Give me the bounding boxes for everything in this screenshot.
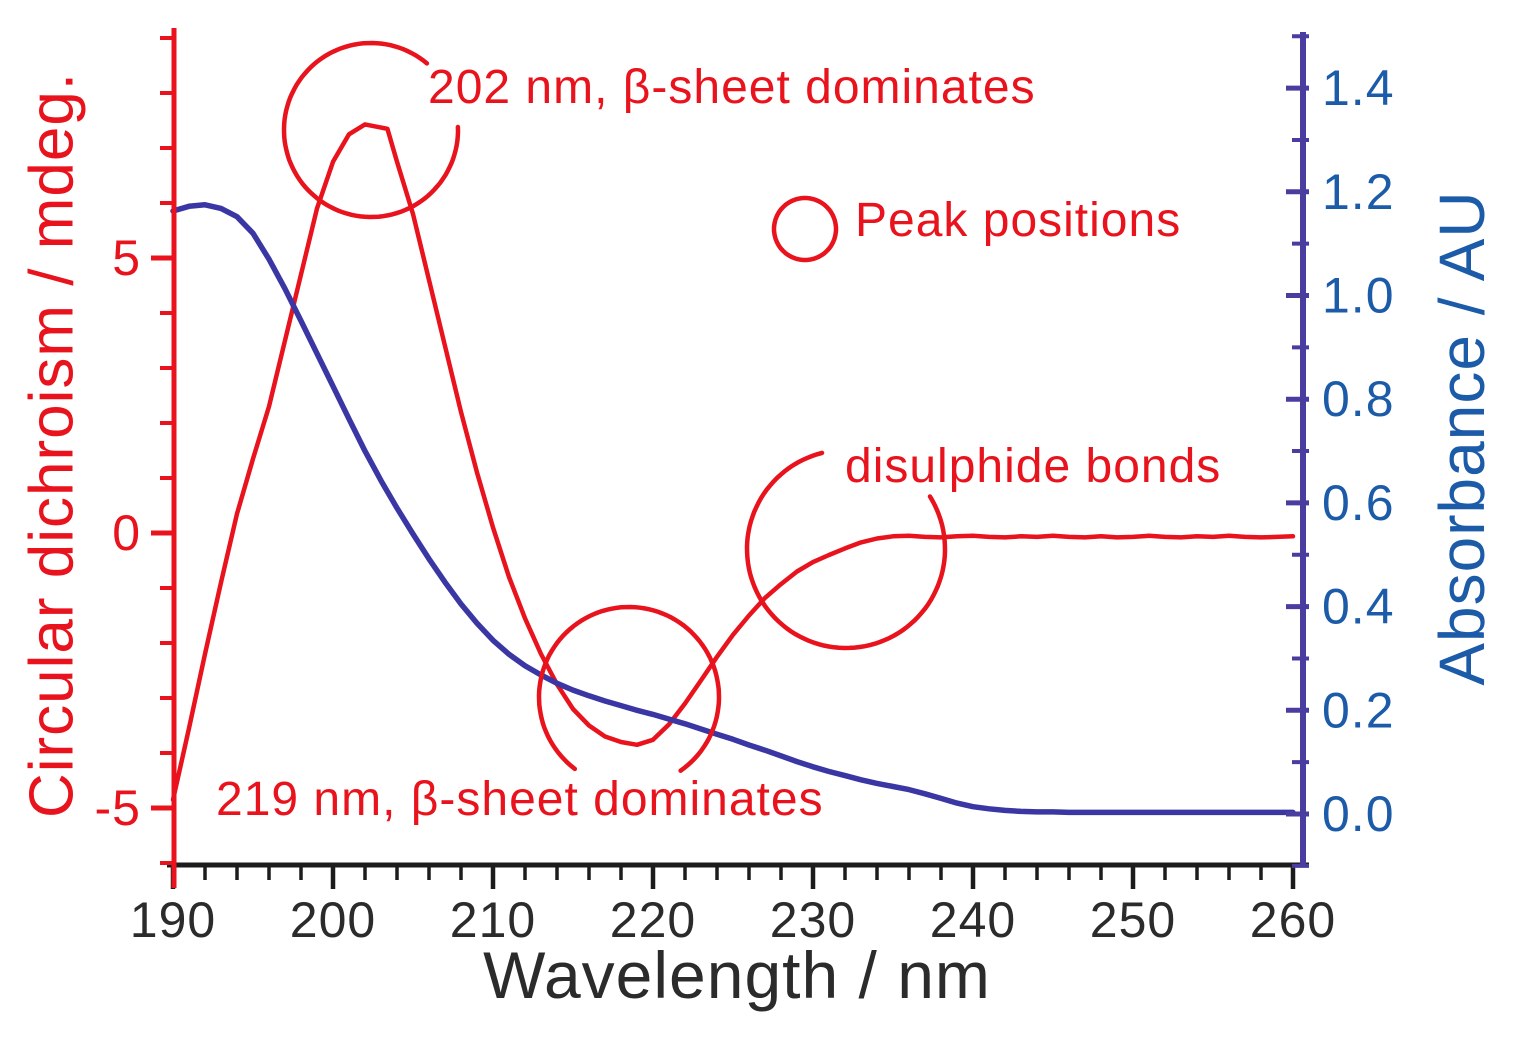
x-tick-label-220: 220 xyxy=(610,892,696,948)
au-tick-label-0.6: 0.6 xyxy=(1322,475,1395,531)
x-tick-label-200: 200 xyxy=(290,892,376,948)
annotation-circle-202 xyxy=(281,40,461,220)
x-tick-label-230: 230 xyxy=(770,892,856,948)
right-axis-title: Absorbance / AU xyxy=(1426,190,1498,686)
x-tick-label-190: 190 xyxy=(130,892,216,948)
legend-peak-positions-label: Peak positions xyxy=(855,194,1182,247)
legend-peak-positions-circle xyxy=(771,195,839,263)
x-tick-label-240: 240 xyxy=(930,892,1016,948)
annotation-219nm: 219 nm, β-sheet dominates xyxy=(216,773,824,826)
au-tick-label-1.0: 1.0 xyxy=(1322,268,1395,324)
annotation-circle-219 xyxy=(536,604,722,773)
absorbance-curve xyxy=(170,202,1296,816)
cd-tick-label--5: -5 xyxy=(95,780,141,836)
x-tick-label-250: 250 xyxy=(1090,892,1176,948)
au-tick-label-0.2: 0.2 xyxy=(1322,682,1395,738)
annotation-disulphide-bonds: disulphide bonds xyxy=(845,440,1222,493)
right-axis-absorbance: 1.4 1.2 1.0 0.8 0.6 0.4 0.2 0.0 xyxy=(1286,32,1395,868)
left-axis-cd: 5 0 -5 xyxy=(95,28,177,888)
x-tick-label-260: 260 xyxy=(1250,892,1336,948)
au-tick-label-1.4: 1.4 xyxy=(1322,60,1395,116)
cd-curve xyxy=(170,122,1296,803)
cd-tick-label-0: 0 xyxy=(112,505,141,561)
x-axis-title: Wavelength / nm xyxy=(483,938,991,1012)
x-tick-label-210: 210 xyxy=(450,892,536,948)
au-tick-label-0.0: 0.0 xyxy=(1322,786,1395,842)
au-tick-label-1.2: 1.2 xyxy=(1322,164,1395,220)
annotation-circle-disulphide xyxy=(744,450,948,651)
annotation-202nm: 202 nm, β-sheet dominates xyxy=(428,61,1036,114)
au-tick-label-0.8: 0.8 xyxy=(1322,371,1395,427)
cd-tick-label-5: 5 xyxy=(112,230,141,286)
x-axis: 190 200 210 220 230 240 250 260 xyxy=(130,862,1336,948)
au-tick-label-0.4: 0.4 xyxy=(1322,579,1395,635)
left-axis-title: Circular dichroism / mdeg. xyxy=(17,71,87,819)
